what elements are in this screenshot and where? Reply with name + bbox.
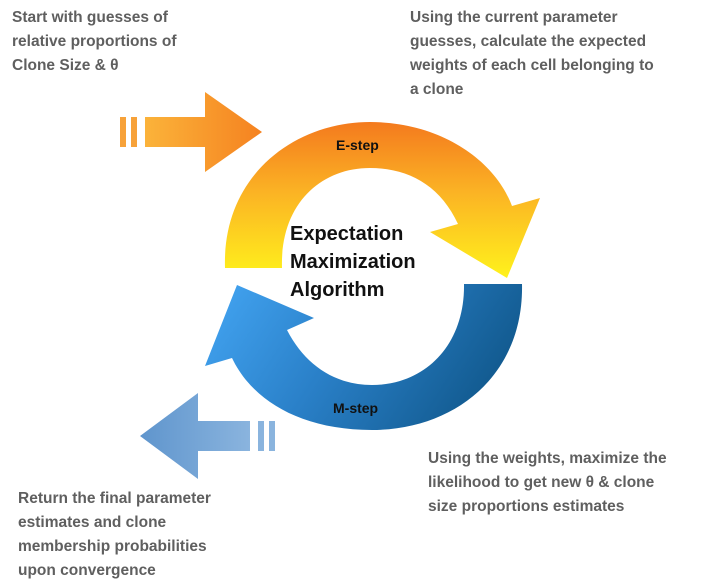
output-arrow: [140, 393, 275, 479]
output-arrow-stripe: [258, 421, 264, 451]
mstep-description: Using the weights, maximize the likeliho…: [428, 450, 667, 515]
estep-label: E-step: [336, 137, 379, 153]
estep-description: Using the current parameter guesses, cal…: [410, 9, 654, 98]
input-arrow-stripe: [131, 117, 137, 147]
start-description: Start with guesses of relative proportio…: [12, 9, 177, 74]
final-description: Return the final parameter estimates and…: [18, 490, 211, 579]
output-arrow-stripe: [269, 421, 275, 451]
input-arrow-stripe: [120, 117, 126, 147]
center-title: Expectation Maximization Algorithm: [290, 223, 416, 301]
mstep-cycle-arrow: [205, 284, 523, 430]
input-arrow: [120, 92, 262, 172]
estep-cycle-arrow: [224, 122, 540, 278]
output-arrow-shape: [140, 393, 250, 479]
mstep-label: M-step: [333, 400, 379, 416]
input-arrow-shape: [145, 92, 262, 172]
